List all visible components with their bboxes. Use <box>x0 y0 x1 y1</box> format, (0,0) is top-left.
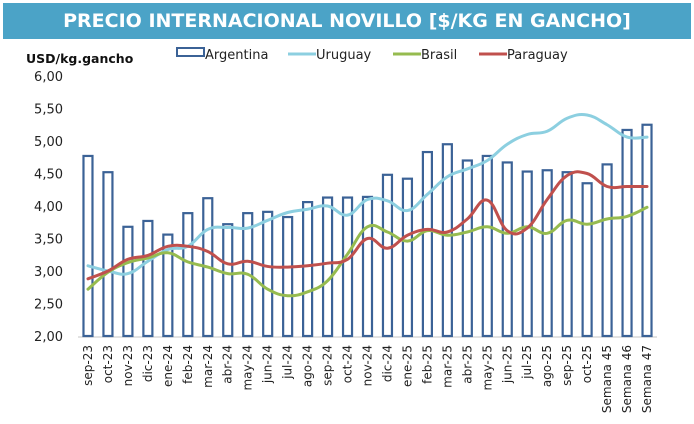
y-tick-label: 3,50 <box>34 233 63 248</box>
series-lines <box>86 113 649 298</box>
x-tick-label: ene-24 <box>161 345 175 387</box>
legend-label: Uruguay <box>316 48 372 63</box>
x-axis-ticks: sep-23 oct-23 nov-23 dic-23 ene-24 feb-24 mar-… <box>81 345 654 413</box>
y-tick-label: 3,00 <box>34 265 63 280</box>
x-tick-label: ene-25 <box>400 345 414 387</box>
x-tick-label: oct-24 <box>341 345 355 383</box>
x-tick-label: may-25 <box>480 345 494 391</box>
x-tick-label: feb-25 <box>420 345 434 384</box>
x-tick-label: sep-24 <box>321 345 335 386</box>
x-tick-label: sep-23 <box>81 345 95 386</box>
bar-argentina <box>122 225 134 338</box>
x-tick-label: feb-24 <box>181 345 195 384</box>
bar-argentina <box>481 154 493 338</box>
x-tick-label: sep-25 <box>560 345 574 386</box>
x-tick-label: abr-25 <box>460 345 474 384</box>
x-tick-label: mar-24 <box>201 345 215 388</box>
x-tick-label: jun-25 <box>500 345 514 384</box>
legend-item-uruguay: Uruguay <box>288 48 372 63</box>
x-tick-label: ago-24 <box>301 345 315 387</box>
x-tick-label: jul-25 <box>520 345 534 380</box>
x-tick-label: dic-24 <box>380 345 394 382</box>
line-paraguay <box>86 170 649 281</box>
x-tick-label: dic-23 <box>141 345 155 382</box>
legend-label: Argentina <box>205 48 268 63</box>
bar-argentina <box>561 171 573 338</box>
chart-title: PRECIO INTERNACIONAL NOVILLO [$/KG EN GA… <box>63 10 631 32</box>
bar-argentina <box>421 150 433 338</box>
bar-argentina <box>341 196 354 338</box>
x-tick-label: Semana 45 <box>600 345 614 413</box>
legend-item-paraguay: Paraguay <box>479 48 568 63</box>
bar-argentina <box>282 215 294 338</box>
legend-label: Brasil <box>421 48 457 63</box>
line-uruguay <box>86 113 649 276</box>
bar-argentina <box>162 233 174 338</box>
y-tick-label: 4,50 <box>34 168 63 183</box>
bar-argentina <box>321 196 334 338</box>
bar-argentina <box>541 169 553 338</box>
bar-argentina <box>182 212 194 338</box>
x-tick-label: ago-25 <box>540 345 554 387</box>
y-tick-label: 2,50 <box>34 298 63 313</box>
x-tick-label: oct-25 <box>580 345 594 383</box>
bar-argentina <box>82 154 94 338</box>
bar-argentina <box>461 159 473 338</box>
bar-argentina <box>441 143 453 338</box>
bar-argentina <box>102 171 114 338</box>
x-tick-label: Semana 47 <box>640 345 654 413</box>
x-tick-label: nov-24 <box>361 345 375 386</box>
bar-argentina <box>521 170 533 338</box>
y-axis-ticks: 2,00 2,50 3,00 3,50 4,00 4,50 5,00 5,50 6,00 <box>34 70 63 345</box>
bar-argentina <box>361 195 374 338</box>
chart-title-banner: PRECIO INTERNACIONAL NOVILLO [$/KG EN GA… <box>3 3 691 39</box>
bar-argentina <box>581 182 593 338</box>
x-tick-label: nov-23 <box>121 345 135 386</box>
x-tick-label: jun-24 <box>261 345 275 384</box>
x-tick-label: may-24 <box>241 345 255 391</box>
y-tick-label: 5,50 <box>34 103 63 118</box>
legend-swatch <box>176 47 205 57</box>
argentina-bars <box>82 123 653 338</box>
bar-argentina <box>621 128 633 338</box>
x-tick-label: Semana 46 <box>620 345 634 413</box>
bar-argentina <box>302 201 314 338</box>
bar-argentina <box>401 177 414 338</box>
y-tick-label: 6,00 <box>34 70 63 85</box>
x-tick-label: oct-23 <box>101 345 115 383</box>
legend-item-brasil: Brasil <box>393 48 457 63</box>
x-tick-label: abr-24 <box>221 345 235 384</box>
line-brasil <box>86 205 649 298</box>
bar-argentina <box>381 173 394 338</box>
bar-argentina <box>501 161 513 338</box>
y-axis-label: USD/kg.gancho <box>26 51 134 66</box>
bar-argentina <box>222 223 234 338</box>
x-tick-label: mar-25 <box>440 345 454 388</box>
legend-item-argentina: Argentina <box>176 47 268 63</box>
bar-argentina <box>262 210 274 338</box>
legend-label: Paraguay <box>507 48 568 63</box>
y-tick-label: 4,00 <box>34 200 63 215</box>
legend: Argentina Uruguay Brasil Paraguay <box>176 47 568 63</box>
bar-argentina <box>641 123 653 338</box>
y-tick-label: 2,00 <box>34 330 63 345</box>
bar-argentina <box>142 219 154 338</box>
bar-argentina <box>601 163 613 338</box>
x-tick-label: jul-24 <box>281 345 295 380</box>
y-tick-label: 5,00 <box>34 135 63 150</box>
